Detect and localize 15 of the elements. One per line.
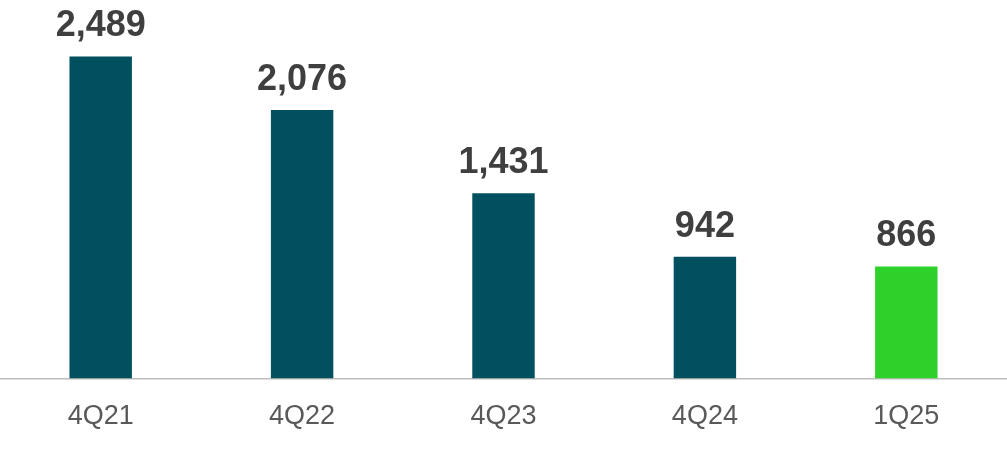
data-label: 2,076: [257, 56, 348, 98]
x-tick-label: 4Q24: [671, 400, 738, 431]
x-tick-label: 1Q25: [873, 400, 940, 431]
x-tick-label: 4Q21: [67, 400, 134, 431]
bar: [270, 109, 334, 379]
data-label: 942: [674, 203, 735, 245]
x-tick-label: 4Q22: [269, 400, 336, 431]
data-label: 866: [876, 213, 937, 255]
bar: [875, 266, 938, 379]
bar: [472, 193, 535, 379]
x-tick-label: 4Q23: [470, 400, 537, 431]
bar: [673, 256, 737, 379]
data-label: 1,431: [458, 140, 549, 182]
bar: [69, 56, 132, 379]
data-label: 2,489: [55, 3, 146, 45]
